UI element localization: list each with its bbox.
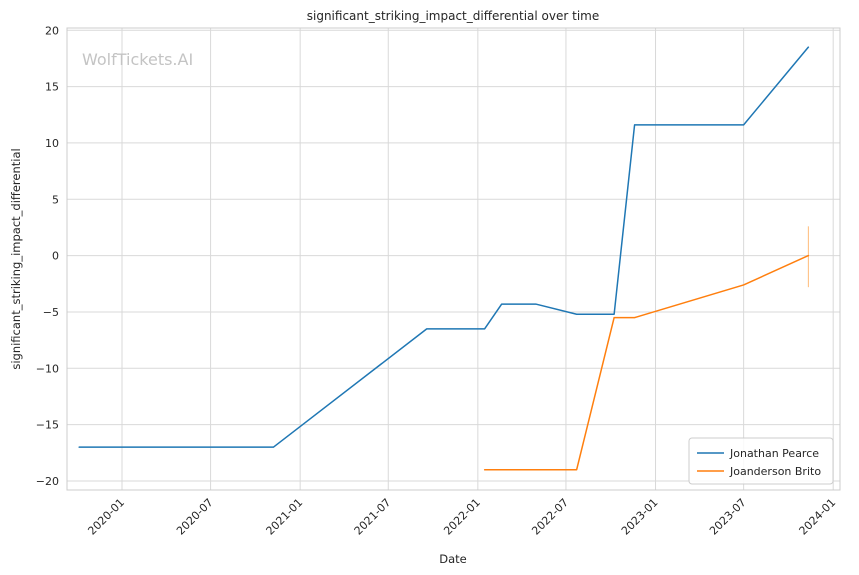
y-tick-label: −15 [36,419,59,432]
legend-label-joanderson-brito: Joanderson Brito [729,465,821,478]
y-tick-label: −20 [36,475,59,488]
series-layer [78,46,810,471]
plot-frame [66,27,841,491]
y-axis-label: significant_striking_impact_differential [9,148,23,369]
y-tick-label: 5 [52,193,59,206]
plot-border [66,27,841,491]
y-tick-label: 20 [45,24,59,37]
grid-layer [67,28,840,490]
y-tick-label: 10 [45,137,59,150]
series-line-jonathan-pearce [78,46,810,448]
legend-box [688,437,834,485]
y-tick-label: −5 [43,306,59,319]
y-tick-label: 0 [52,250,59,263]
legend-label-jonathan-pearce: Jonathan Pearce [729,447,819,460]
watermark: WolfTickets.AI [82,50,193,69]
chart-title: significant_striking_impact_differential… [307,9,599,23]
plot-area [67,28,840,490]
legend: Jonathan Pearce Joanderson Brito [688,437,834,485]
series-line-joanderson-brito [483,254,810,471]
x-axis-label: Date [439,552,467,566]
y-tick-label: −10 [36,362,59,375]
y-tick-label: 15 [45,81,59,94]
